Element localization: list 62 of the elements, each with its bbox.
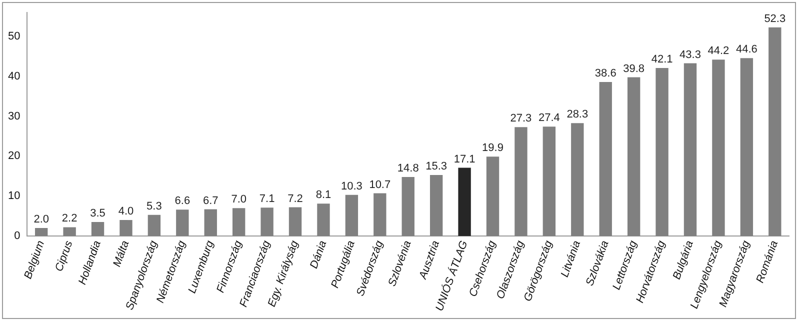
data-label: 44.2 [708, 45, 730, 58]
bar [402, 176, 414, 236]
bar [486, 156, 500, 236]
bar [176, 210, 189, 236]
bar [148, 214, 161, 236]
data-label: 6.6 [174, 195, 190, 208]
bar [34, 228, 48, 236]
bar [712, 60, 725, 236]
bar [288, 207, 302, 236]
y-tick-label: 30 [8, 110, 20, 122]
y-tick-label: 50 [8, 30, 20, 43]
bar [374, 193, 386, 236]
data-label: 44.6 [736, 44, 758, 56]
y-tick-label: 0 [14, 230, 20, 242]
data-label: 39.8 [623, 62, 645, 75]
data-label: 10.7 [369, 178, 391, 191]
data-label: 3.5 [90, 208, 106, 220]
data-label: 7.0 [231, 194, 246, 206]
data-label: 7.2 [288, 192, 303, 205]
bar [91, 222, 104, 236]
data-label: 43.3 [680, 48, 701, 61]
bar [542, 126, 556, 236]
data-label: 7.1 [259, 193, 275, 206]
bar [768, 27, 782, 236]
data-label: 42.1 [651, 54, 673, 66]
data-label: 6.7 [202, 194, 218, 207]
data-label: 2.2 [62, 212, 78, 225]
y-tick-label: 40 [8, 70, 20, 82]
bar [627, 77, 640, 236]
bar [430, 174, 443, 236]
y-tick-label: 10 [8, 190, 20, 202]
bar [232, 208, 246, 236]
bar [599, 82, 612, 236]
data-label: 2.0 [34, 214, 49, 226]
bar [63, 227, 76, 236]
y-tick-label: 20 [8, 150, 20, 162]
bar [684, 63, 697, 236]
bar [345, 194, 358, 236]
data-label: 38.6 [594, 68, 616, 80]
bar [458, 168, 471, 236]
bar [204, 209, 217, 236]
data-label: 27.4 [538, 112, 560, 124]
bar [514, 127, 528, 236]
bar [317, 204, 330, 236]
bar [571, 123, 584, 236]
data-label: 15.3 [426, 160, 448, 172]
data-label: 4.0 [118, 206, 134, 218]
data-label: 27.3 [510, 112, 532, 125]
data-label: 10.3 [340, 180, 362, 192]
bar [260, 208, 274, 236]
data-label: 17.1 [454, 153, 476, 166]
data-label: 28.3 [566, 108, 588, 121]
bar [740, 58, 754, 236]
x-tick-label: Ciprus [53, 238, 76, 274]
data-label: 5.3 [146, 200, 162, 212]
bar [656, 68, 668, 236]
data-label: 8.1 [316, 189, 332, 202]
data-label: 52.3 [764, 12, 786, 25]
data-label: 14.8 [397, 162, 419, 174]
data-label: 19.9 [482, 142, 504, 154]
x-tick-label: Dánia [308, 239, 330, 270]
bar [120, 220, 132, 236]
